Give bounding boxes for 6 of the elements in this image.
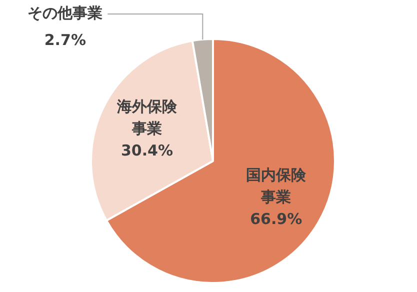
- slice-label: 国内保険事業: [246, 166, 308, 206]
- slice-label: その他事業: [28, 4, 103, 22]
- data-label: 30.4%: [120, 141, 173, 160]
- data-label: 2.7%: [44, 30, 86, 49]
- slice-label: 海外保険事業: [116, 97, 178, 138]
- data-label: 66.9%: [250, 210, 302, 228]
